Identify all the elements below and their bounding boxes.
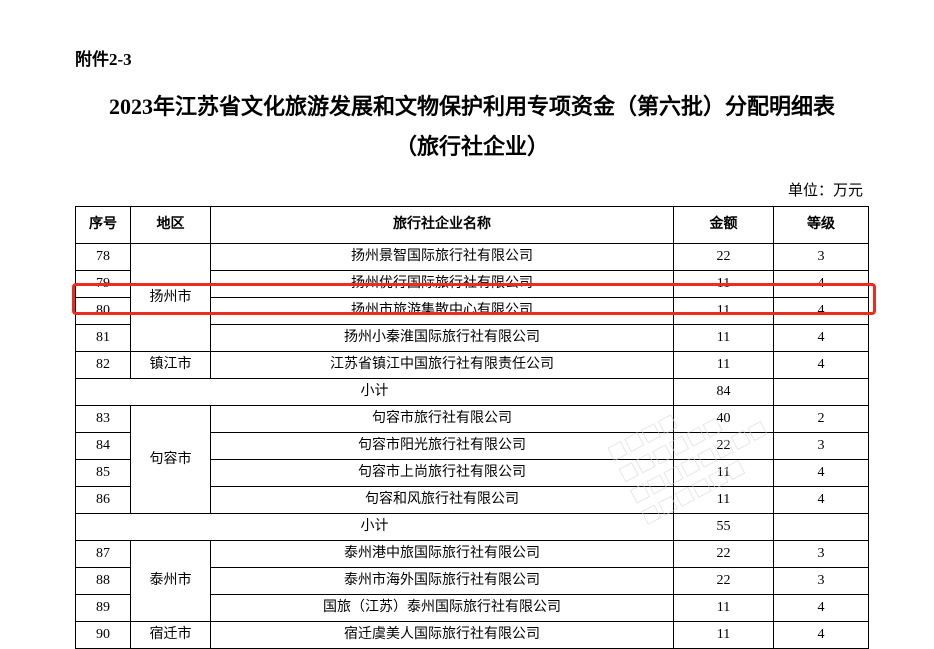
- cell-amount: 22: [674, 433, 774, 460]
- cell-amount: 11: [674, 595, 774, 622]
- cell-name: 扬州景智国际旅行社有限公司: [211, 244, 674, 271]
- attachment-label: 附件2-3: [75, 45, 869, 70]
- cell-name: 扬州小秦淮国际旅行社有限公司: [211, 325, 674, 352]
- cell-amount: 11: [674, 622, 774, 649]
- col-seq: 序号: [76, 207, 131, 244]
- col-grade: 等级: [774, 207, 869, 244]
- cell-grade: 4: [774, 622, 869, 649]
- cell-seq: 89: [76, 595, 131, 622]
- table-header-row: 序号 地区 旅行社企业名称 金额 等级: [76, 207, 869, 244]
- cell-name: 扬州市旅游集散中心有限公司: [211, 298, 674, 325]
- cell-grade: 3: [774, 244, 869, 271]
- cell-region: 镇江市: [131, 352, 211, 379]
- cell-seq: 83: [76, 406, 131, 433]
- col-name: 旅行社企业名称: [211, 207, 674, 244]
- subtotal-amount: 84: [674, 379, 774, 406]
- cell-grade: 3: [774, 568, 869, 595]
- cell-grade: 4: [774, 487, 869, 514]
- cell-name: 句容市阳光旅行社有限公司: [211, 433, 674, 460]
- col-amount: 金额: [674, 207, 774, 244]
- table-row: 78扬州市扬州景智国际旅行社有限公司223: [76, 244, 869, 271]
- cell-amount: 22: [674, 244, 774, 271]
- cell-grade: 4: [774, 595, 869, 622]
- cell-name: 宿迁虞美人国际旅行社有限公司: [211, 622, 674, 649]
- cell-seq: 87: [76, 541, 131, 568]
- cell-region: 句容市: [131, 406, 211, 514]
- cell-seq: 85: [76, 460, 131, 487]
- cell-name: 泰州港中旅国际旅行社有限公司: [211, 541, 674, 568]
- cell-region: 泰州市: [131, 541, 211, 622]
- cell-amount: 11: [674, 325, 774, 352]
- cell-name: 国旅（江苏）泰州国际旅行社有限公司: [211, 595, 674, 622]
- cell-grade: 4: [774, 298, 869, 325]
- table-row: 87泰州市泰州港中旅国际旅行社有限公司223: [76, 541, 869, 568]
- subtotal-grade: [774, 514, 869, 541]
- table-row: 90宿迁市宿迁虞美人国际旅行社有限公司114: [76, 622, 869, 649]
- cell-seq: 80: [76, 298, 131, 325]
- cell-grade: 2: [774, 406, 869, 433]
- cell-amount: 11: [674, 487, 774, 514]
- page-title: 2023年江苏省文化旅游发展和文物保护利用专项资金（第六批）分配明细表: [75, 88, 869, 125]
- cell-grade: 4: [774, 271, 869, 298]
- cell-seq: 79: [76, 271, 131, 298]
- cell-seq: 82: [76, 352, 131, 379]
- allocation-table: 序号 地区 旅行社企业名称 金额 等级 78扬州市扬州景智国际旅行社有限公司22…: [75, 206, 869, 649]
- subtotal-amount: 55: [674, 514, 774, 541]
- cell-seq: 78: [76, 244, 131, 271]
- cell-grade: 3: [774, 541, 869, 568]
- cell-amount: 22: [674, 568, 774, 595]
- subtotal-label: 小计: [76, 514, 674, 541]
- cell-amount: 11: [674, 352, 774, 379]
- cell-name: 句容和风旅行社有限公司: [211, 487, 674, 514]
- cell-name: 句容市上尚旅行社有限公司: [211, 460, 674, 487]
- cell-amount: 11: [674, 271, 774, 298]
- cell-region: 宿迁市: [131, 622, 211, 649]
- table-row: 小计84: [76, 379, 869, 406]
- page-subtitle: （旅行社企业）: [75, 129, 869, 161]
- cell-grade: 3: [774, 433, 869, 460]
- cell-name: 江苏省镇江中国旅行社有限责任公司: [211, 352, 674, 379]
- table-row: 83句容市句容市旅行社有限公司402: [76, 406, 869, 433]
- cell-seq: 81: [76, 325, 131, 352]
- cell-grade: 4: [774, 325, 869, 352]
- cell-seq: 88: [76, 568, 131, 595]
- unit-label: 单位：万元: [75, 179, 863, 200]
- cell-name: 句容市旅行社有限公司: [211, 406, 674, 433]
- cell-seq: 90: [76, 622, 131, 649]
- col-region: 地区: [131, 207, 211, 244]
- cell-amount: 11: [674, 298, 774, 325]
- cell-amount: 11: [674, 460, 774, 487]
- cell-amount: 40: [674, 406, 774, 433]
- table-row: 82镇江市江苏省镇江中国旅行社有限责任公司114: [76, 352, 869, 379]
- cell-name: 扬州优行国际旅行社有限公司: [211, 271, 674, 298]
- cell-region: 扬州市: [131, 244, 211, 352]
- cell-seq: 84: [76, 433, 131, 460]
- subtotal-label: 小计: [76, 379, 674, 406]
- cell-name: 泰州市海外国际旅行社有限公司: [211, 568, 674, 595]
- cell-amount: 22: [674, 541, 774, 568]
- cell-grade: 4: [774, 352, 869, 379]
- subtotal-grade: [774, 379, 869, 406]
- table-row: 小计55: [76, 514, 869, 541]
- cell-seq: 86: [76, 487, 131, 514]
- cell-grade: 4: [774, 460, 869, 487]
